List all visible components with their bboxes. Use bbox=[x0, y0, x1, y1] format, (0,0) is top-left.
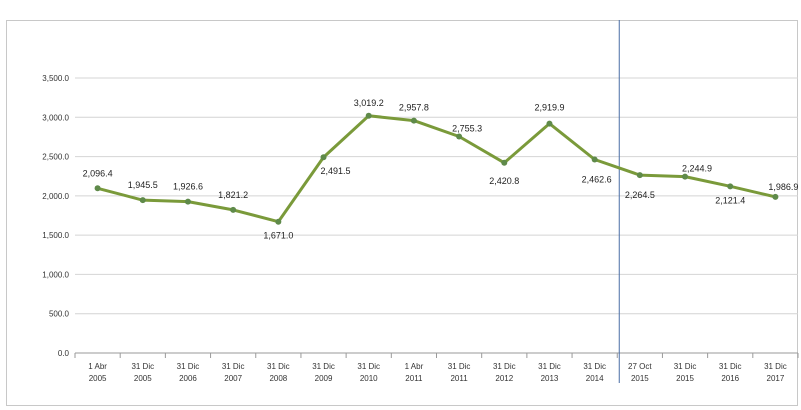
data-point bbox=[275, 218, 282, 225]
data-point bbox=[636, 172, 643, 179]
data-label: 2,919.9 bbox=[534, 103, 564, 113]
data-point bbox=[320, 154, 327, 161]
grid-lines bbox=[74, 77, 799, 358]
x-tick-label: 31 Dic 2006 bbox=[177, 362, 200, 383]
x-tick-label: 31 Dic 2009 bbox=[312, 362, 335, 383]
x-tick-label: 31 Dic 2013 bbox=[538, 362, 561, 383]
y-tick-label: 1,500.0 bbox=[42, 231, 69, 240]
x-tick-label: 31 Dic 2012 bbox=[493, 362, 516, 383]
data-point bbox=[456, 133, 463, 140]
data-point bbox=[682, 173, 689, 180]
series-polyline bbox=[97, 114, 776, 224]
x-tick-label: 1 Abr 2011 bbox=[405, 362, 424, 383]
data-label: 2,755.3 bbox=[452, 124, 482, 134]
data-label: 2,462.6 bbox=[582, 175, 612, 185]
x-tick-label: 27 Oct 2015 bbox=[628, 362, 652, 383]
data-label: 2,491.5 bbox=[321, 166, 351, 176]
data-point bbox=[591, 156, 598, 163]
y-tick-label: 0.0 bbox=[58, 349, 70, 358]
x-tick-label: 31 Dic 2010 bbox=[357, 362, 380, 383]
data-point bbox=[727, 183, 734, 190]
data-point bbox=[410, 117, 417, 124]
x-tick-label: 31 Dic 2014 bbox=[583, 362, 606, 383]
x-tick-label: 31 Dic 2008 bbox=[267, 362, 290, 383]
y-tick-label: 1,000.0 bbox=[42, 270, 69, 279]
data-point bbox=[184, 198, 191, 205]
y-axis-ticks: 0.0 500.0 1,000.0 1,500.0 2,000.0 2,500.0 3,00… bbox=[42, 74, 69, 358]
data-label: 1,986.9 bbox=[768, 182, 798, 192]
data-point bbox=[546, 120, 553, 127]
y-tick-label: 3,000.0 bbox=[42, 113, 69, 122]
data-labels: 2,096.4 1,945.5 1,926.6 1,821.2 1,671.0 2,491… bbox=[83, 98, 799, 241]
series-line bbox=[97, 114, 776, 224]
x-tick-label: 31 Dic 2007 bbox=[222, 362, 245, 383]
data-label: 2,957.8 bbox=[399, 103, 429, 113]
data-label: 2,264.5 bbox=[625, 190, 655, 200]
x-axis-ticks: 1 Abr 2005 31 Dic 2005 31 Dic 2006 31 Dic 2007 3… bbox=[88, 362, 787, 383]
data-point bbox=[772, 193, 779, 200]
data-point bbox=[139, 197, 146, 204]
data-label: 2,420.8 bbox=[489, 176, 519, 186]
y-tick-label: 2,500.0 bbox=[42, 153, 69, 162]
y-tick-label: 500.0 bbox=[49, 310, 70, 319]
x-tick-label: 1 Abr 2005 bbox=[88, 362, 107, 383]
x-tick-label: 31 Dic 2005 bbox=[131, 362, 154, 383]
data-points bbox=[94, 112, 779, 225]
chart-frame bbox=[6, 20, 798, 406]
data-label: 2,121.4 bbox=[715, 195, 745, 205]
data-label: 1,926.6 bbox=[173, 182, 203, 192]
data-point bbox=[501, 159, 508, 166]
y-tick-label: 3,500.0 bbox=[42, 74, 69, 83]
data-label: 2,244.9 bbox=[682, 164, 712, 174]
data-label: 3,019.2 bbox=[354, 98, 384, 108]
data-label: 2,096.4 bbox=[83, 168, 113, 178]
data-point bbox=[230, 206, 237, 213]
x-tick-label: 31 Dic 2016 bbox=[719, 362, 742, 383]
data-point bbox=[365, 112, 372, 119]
x-tick-label: 31 Dic 2017 bbox=[764, 362, 787, 383]
data-label: 1,821.2 bbox=[218, 190, 248, 200]
y-tick-label: 2,000.0 bbox=[42, 192, 69, 201]
data-label: 1,945.5 bbox=[128, 180, 158, 190]
data-label: 1,671.0 bbox=[263, 231, 293, 241]
x-tick-label: 31 Dic 2015 bbox=[674, 362, 697, 383]
data-point bbox=[94, 185, 101, 192]
x-tick-label: 31 Dic 2011 bbox=[448, 362, 471, 383]
